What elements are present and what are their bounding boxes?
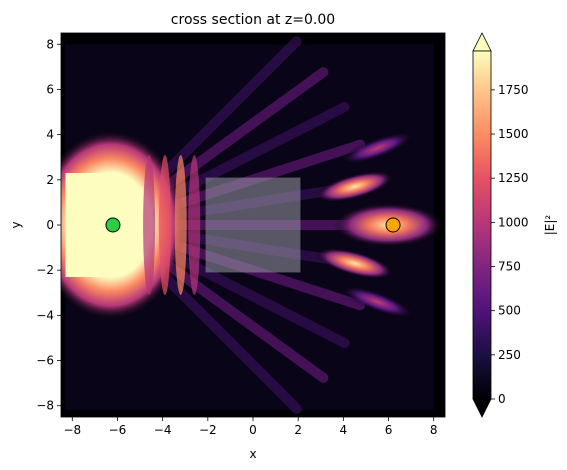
y-tick-label: 0 xyxy=(46,218,54,232)
y-tick-label: 6 xyxy=(46,82,54,96)
colorbar-label: |E|² xyxy=(543,215,557,236)
colorbar-tick-label: 500 xyxy=(498,304,521,318)
ripple xyxy=(158,155,171,295)
y-axis-label: y xyxy=(9,221,23,228)
y-tick-label: −6 xyxy=(36,354,54,368)
ripple xyxy=(188,155,201,295)
x-tick-label: 2 xyxy=(294,423,302,437)
ripple xyxy=(143,155,156,295)
plot-area xyxy=(60,32,446,418)
y-axis-ticks: −8 −6 −4 −2 0 2 4 6 8 xyxy=(36,37,61,413)
x-tick-label: −4 xyxy=(154,423,172,437)
x-tick-label: −8 xyxy=(63,423,81,437)
y-tick-label: −2 xyxy=(36,263,54,277)
y-tick-label: −8 xyxy=(36,399,54,413)
x-axis-ticks: −8 −6 −4 −2 0 2 4 6 8 xyxy=(63,417,438,437)
ripple xyxy=(174,155,187,295)
y-tick-label: 4 xyxy=(46,128,54,142)
colorbar-tick-label: 1250 xyxy=(498,171,529,185)
x-tick-label: 6 xyxy=(385,423,393,437)
right-lower-lobe xyxy=(315,247,394,279)
x-axis-label: x xyxy=(249,447,256,461)
source-marker xyxy=(105,217,121,233)
colorbar-tick-label: 1000 xyxy=(498,215,529,229)
colorbar-tick-label: 750 xyxy=(498,260,521,274)
colorbar: 0 250 500 750 1000 1250 1500 1750 |E|² xyxy=(472,32,557,418)
colorbar-tick-label: 1500 xyxy=(498,127,529,141)
markers-layer xyxy=(105,217,401,233)
colorbar-tick-label: 250 xyxy=(498,348,521,362)
y-tick-label: −4 xyxy=(36,308,54,322)
source-core xyxy=(65,173,104,277)
monitor-marker xyxy=(385,217,401,233)
colorbar-ticks: 0 250 500 750 1000 1250 1500 1750 xyxy=(491,83,529,406)
colorbar-extend-min xyxy=(472,398,492,418)
colorbar-gradient xyxy=(472,50,492,400)
x-tick-label: 4 xyxy=(340,423,348,437)
colorbar-tick-label: 1750 xyxy=(498,83,529,97)
x-tick-label: −2 xyxy=(199,423,217,437)
scatterer-box xyxy=(205,177,301,273)
right-upper-lobe xyxy=(315,171,394,203)
colorbar-extend-max xyxy=(472,32,492,52)
right-upper-side-lobe xyxy=(339,131,415,165)
chart-title: cross section at z=0.00 xyxy=(171,12,335,28)
right-lower-side-lobe xyxy=(339,285,415,319)
x-tick-label: −6 xyxy=(109,423,127,437)
y-tick-label: 2 xyxy=(46,173,54,187)
x-tick-label: 8 xyxy=(430,423,438,437)
y-tick-label: 8 xyxy=(46,37,54,51)
colorbar-tick-label: 0 xyxy=(498,392,506,406)
x-tick-label: 0 xyxy=(249,423,257,437)
